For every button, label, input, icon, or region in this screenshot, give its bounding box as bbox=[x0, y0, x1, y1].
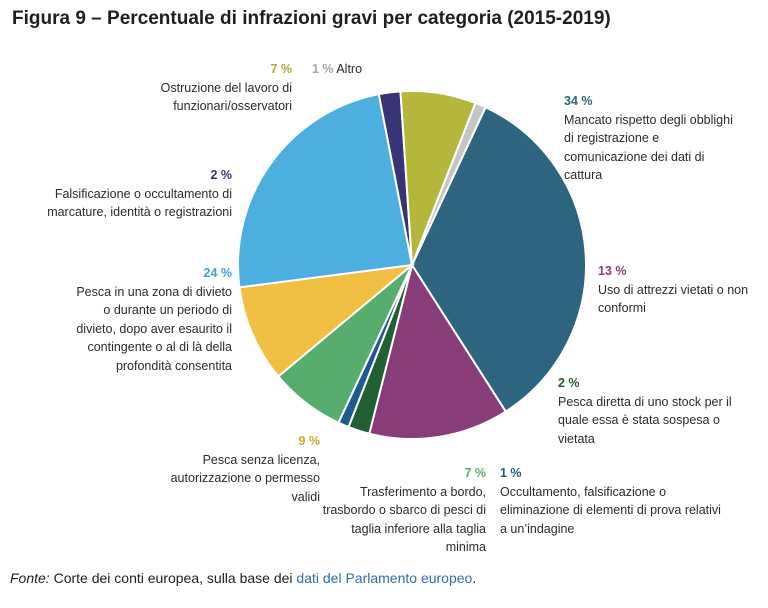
pct-trasbordo: 7 % bbox=[464, 466, 486, 480]
pct-divieto: 24 % bbox=[203, 266, 233, 280]
label-trasbordo: 7 % Trasferimento a bordo, trasbordo o s… bbox=[318, 464, 486, 557]
pie-slice-attrezzi bbox=[368, 262, 508, 440]
label-attrezzi: 13 % Uso di attrezzi vietati o non confo… bbox=[598, 262, 758, 318]
label-indagine: 1 % Occultamento, falsificazione o elimi… bbox=[500, 464, 730, 538]
category-stock: Pesca diretta di uno stock per il quale … bbox=[558, 394, 732, 446]
category-attrezzi: Uso di attrezzi vietati o non conformi bbox=[598, 282, 749, 316]
category-divieto: Pesca in una zona di divieto o durante u… bbox=[76, 284, 232, 373]
source-suffix: . bbox=[472, 570, 477, 586]
pct-indagine: 1 % bbox=[500, 466, 522, 480]
label-ostruzione: 7 % Ostruzione del lavoro di funzionari/… bbox=[130, 60, 292, 116]
pct-stock: 2 % bbox=[558, 376, 580, 390]
pct-ostruzione: 7 % bbox=[270, 62, 292, 76]
source-text: Corte dei conti europea, sulla base dei bbox=[49, 570, 297, 586]
label-divieto: 24 % Pesca in una zona di divieto o dura… bbox=[70, 264, 232, 375]
figure-title: Figura 9 – Percentuale di infrazioni gra… bbox=[12, 8, 611, 29]
pct-attrezzi: 13 % bbox=[598, 264, 627, 278]
pct-marcature: 2 % bbox=[210, 168, 232, 182]
category-ostruzione: Ostruzione del lavoro di funzionari/osse… bbox=[160, 80, 292, 114]
pie-slice-licenza bbox=[238, 263, 416, 378]
source-prefix: Fonte: bbox=[10, 570, 50, 586]
label-licenza: 9 % Pesca senza licenza, autorizzazione … bbox=[140, 432, 320, 506]
category-altro: Altro bbox=[336, 62, 363, 76]
category-marcature: Falsificazione o occultamento di marcatu… bbox=[47, 186, 232, 220]
pct-licenza: 9 % bbox=[298, 434, 320, 448]
source-link[interactable]: dati del Parlamento europeo bbox=[296, 570, 473, 586]
label-marcature: 2 % Falsificazione o occultamento di mar… bbox=[20, 166, 232, 222]
pct-altro: 1 % bbox=[312, 62, 334, 76]
category-licenza: Pesca senza licenza, autorizzazione o pe… bbox=[170, 452, 320, 504]
label-registrazione: 34 % Mancato rispetto degli obblighi di … bbox=[564, 92, 744, 185]
pie-slice-altro bbox=[411, 101, 487, 266]
source-note: Fonte: Corte dei conti europea, sulla ba… bbox=[10, 570, 476, 586]
label-stock: 2 % Pesca diretta di uno stock per il qu… bbox=[558, 374, 758, 448]
pie-slice-registrazione bbox=[410, 105, 588, 413]
category-indagine: Occultamento, falsificazione o eliminazi… bbox=[500, 484, 721, 536]
pie-slice-divieto bbox=[237, 93, 414, 289]
category-registrazione: Mancato rispetto degli obblighi di regis… bbox=[564, 112, 733, 183]
pie-chart bbox=[237, 89, 588, 440]
category-trasbordo: Trasferimento a bordo, trasbordo o sbarc… bbox=[322, 484, 486, 555]
label-altro: 1 % Altro bbox=[312, 60, 392, 79]
pct-registrazione: 34 % bbox=[564, 94, 593, 108]
